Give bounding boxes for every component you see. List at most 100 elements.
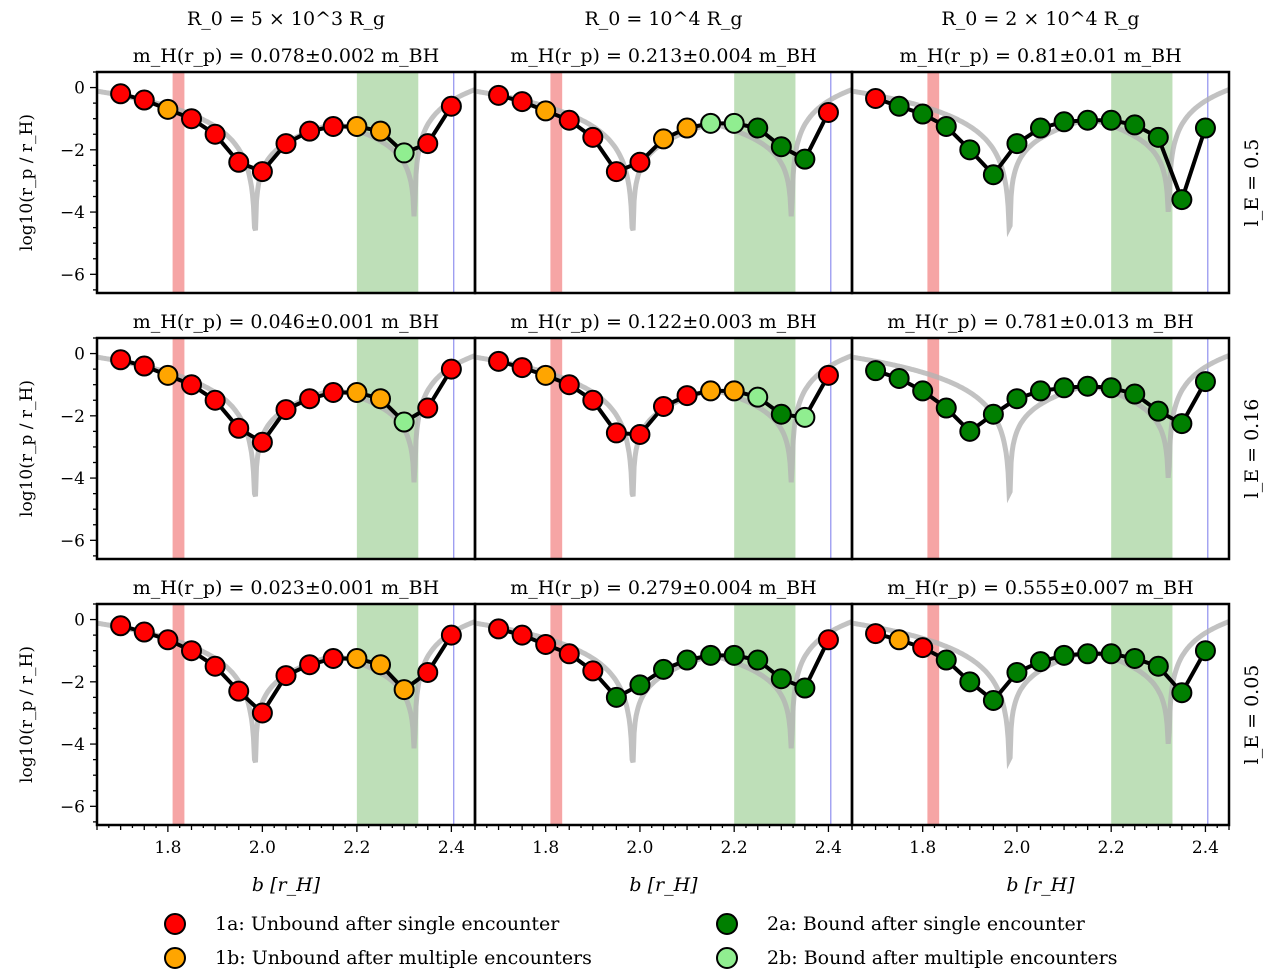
data-point-2a	[1053, 377, 1075, 399]
data-point-1a	[228, 417, 250, 439]
data-point-2a	[1124, 383, 1146, 405]
data-point-2a	[1030, 117, 1051, 139]
panel-mass-label: m_H(r_p) = 0.555±0.007 m_BH	[887, 577, 1193, 599]
data-point-2a	[1053, 644, 1075, 666]
data-point-2a	[794, 677, 816, 699]
panel-r0c0: 0 −2 −4 −6 log10(r_p / r_H) m_H(r_p) = 0.078±…	[17, 45, 477, 295]
data-point-1a	[488, 618, 510, 640]
y-tick-label: −2	[60, 673, 85, 693]
data-point-1a	[110, 83, 132, 105]
data-point-1a	[228, 680, 250, 702]
panel-r1c1: m_H(r_p) = 0.122±0.003 m_BH	[473, 311, 854, 561]
data-point-1a	[204, 123, 226, 145]
panel-mass-label: m_H(r_p) = 0.023±0.001 m_BH	[133, 577, 439, 599]
data-point-1a	[204, 655, 226, 677]
data-point-1a	[417, 397, 439, 419]
data-point-2a	[1171, 413, 1193, 435]
panel-mass-label: m_H(r_p) = 0.078±0.002 m_BH	[133, 45, 439, 67]
data-point-2a	[723, 644, 745, 666]
data-point-2a	[982, 403, 1004, 425]
y-axis-label: log10(r_p / r_H)	[17, 380, 37, 517]
data-point-1b	[370, 654, 391, 676]
row-label: l_E = 0.5	[1241, 139, 1263, 227]
data-point-1a	[133, 355, 155, 377]
green-band	[734, 72, 796, 293]
data-point-2a	[935, 397, 957, 419]
column-header: R_0 = 2 × 10^4 R_g	[941, 8, 1139, 30]
data-point-1a	[299, 120, 321, 142]
panel-r0c1: m_H(r_p) = 0.213±0.004 m_BH	[473, 45, 854, 295]
data-point-1a	[558, 374, 580, 396]
data-point-2a	[1077, 375, 1099, 397]
data-point-1a	[488, 350, 510, 372]
y-tick-label: −6	[60, 797, 85, 817]
data-point-2a	[1171, 682, 1193, 704]
y-tick-label: −6	[60, 531, 85, 551]
data-point-1a	[299, 654, 321, 676]
data-point-1a	[511, 624, 533, 646]
data-point-2a	[1006, 133, 1028, 155]
data-point-1a	[817, 101, 839, 123]
panel-r2c0: 0 −2 −4 −6 log10(r_p / r_H) 1.8 2.0 2.2 2.4 b [r_…	[17, 577, 477, 896]
data-point-1b	[393, 679, 415, 701]
data-point-1a	[299, 388, 321, 410]
data-point-2a	[1077, 109, 1099, 131]
data-point-2a	[770, 668, 792, 690]
data-point-1a	[275, 399, 297, 421]
data-point-1a	[629, 151, 651, 173]
green-band	[356, 604, 419, 825]
y-tick-label: −2	[60, 407, 85, 427]
data-point-2a	[1006, 388, 1028, 410]
data-point-1a	[181, 108, 202, 130]
legend: 1a: Unbound after single encounter 1b: Un…	[164, 913, 1117, 969]
data-point-1a	[488, 84, 510, 106]
data-point-1b	[370, 388, 391, 410]
x-tick-label: 2.2	[343, 838, 370, 858]
red-band	[927, 338, 940, 559]
data-point-2a	[959, 420, 981, 442]
data-point-1a	[133, 89, 155, 111]
green-band	[1111, 72, 1173, 293]
data-point-1b	[370, 120, 391, 142]
panel-r0c2: m_H(r_p) = 0.81±0.01 m_BH	[850, 45, 1231, 295]
red-band	[550, 72, 563, 293]
green-band	[734, 338, 796, 559]
data-point-1a	[440, 95, 462, 117]
data-point-1a	[865, 87, 887, 109]
x-tick-label: 1.8	[154, 838, 181, 858]
x-tick-label: 1.8	[909, 838, 936, 858]
panel-r1c0: 0 −2 −4 −6 log10(r_p / r_H) m_H(r_p) = 0.046±…	[17, 311, 477, 561]
data-point-2a	[770, 136, 792, 158]
green-band	[356, 338, 419, 559]
data-point-2a	[1147, 400, 1169, 422]
data-point-2a	[982, 689, 1004, 711]
y-tick-label: 0	[74, 79, 85, 99]
data-point-1a	[228, 151, 250, 173]
x-tick-label: 2.0	[626, 838, 653, 858]
y-tick-label: −6	[60, 265, 85, 285]
data-point-2b	[723, 112, 745, 134]
data-point-1a	[275, 665, 297, 687]
data-point-1a	[275, 133, 297, 155]
data-point-1a	[251, 431, 273, 453]
legend-marker-1b	[164, 947, 186, 969]
data-point-1a	[558, 109, 580, 131]
panel-mass-label: m_H(r_p) = 0.213±0.004 m_BH	[510, 45, 816, 67]
data-point-2a	[1100, 109, 1122, 131]
data-point-1a	[912, 637, 934, 659]
data-point-2a	[605, 686, 627, 708]
data-point-2a	[1194, 371, 1216, 393]
data-point-1b	[535, 100, 557, 122]
data-point-1b	[723, 380, 745, 402]
legend-label-1b: 1b: Unbound after multiple encounters	[215, 947, 592, 969]
y-tick-label: −2	[60, 141, 85, 161]
data-point-2a	[865, 360, 887, 382]
data-point-2a	[1171, 189, 1193, 211]
data-point-2a	[1030, 380, 1051, 402]
row-label: l_E = 0.16	[1241, 399, 1263, 499]
data-point-1a	[251, 702, 273, 724]
data-point-2a	[1030, 651, 1051, 673]
data-point-1b	[346, 647, 368, 669]
green-band	[734, 604, 796, 825]
